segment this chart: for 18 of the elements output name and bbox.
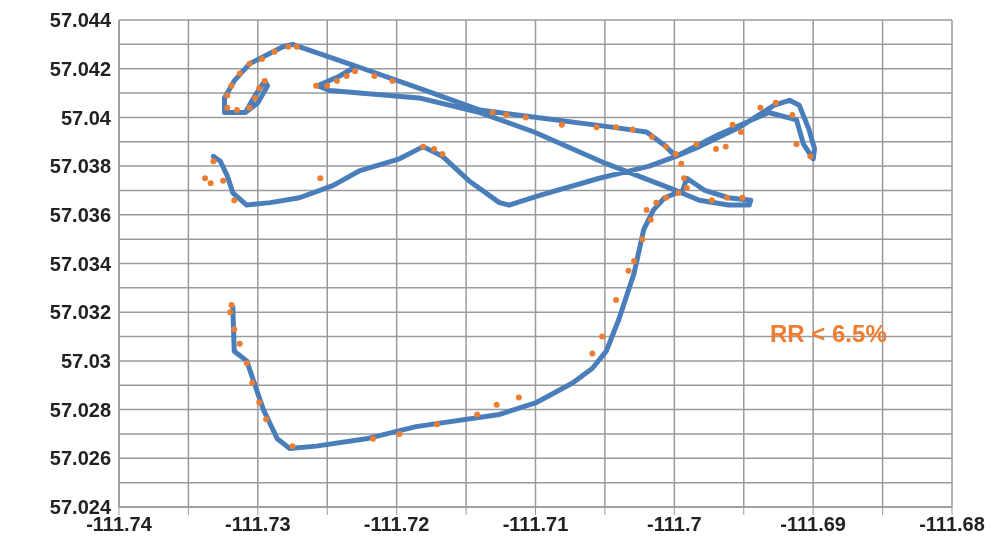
y-tick-label: 57.038 [49, 155, 111, 178]
x-tick-label: -111.69 [780, 513, 846, 536]
annotation: RR < 6.5% [770, 320, 887, 348]
x-tick-label: -111.74 [86, 513, 153, 536]
x-tick-label: -111.7 [647, 513, 702, 536]
x-tick-label: -111.71 [502, 513, 569, 536]
x-tick-label: -111.72 [363, 513, 430, 536]
x-tick-label: -111.68 [919, 513, 985, 536]
y-tick-label: 57.026 [49, 447, 111, 470]
y-tick-label: 57.028 [49, 398, 111, 421]
y-tick-label: 57.03 [60, 350, 111, 372]
y-tick-label: 57.044 [49, 9, 112, 32]
y-tick-label: 57.034 [49, 252, 112, 275]
x-tick-label: -111.73 [225, 513, 291, 536]
y-tick-label: 57.042 [49, 57, 111, 80]
y-tick-label: 57.032 [49, 301, 111, 324]
y-tick-label: 57.04 [60, 106, 112, 129]
y-tick-label: 57.036 [49, 203, 111, 226]
